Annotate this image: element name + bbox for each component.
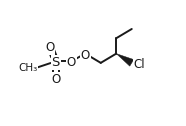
Text: O: O xyxy=(51,73,60,86)
Text: O: O xyxy=(45,41,54,54)
Polygon shape xyxy=(116,54,134,66)
Text: S: S xyxy=(52,56,60,69)
Text: O: O xyxy=(67,56,76,69)
Text: Cl: Cl xyxy=(133,58,145,71)
Text: CH₃: CH₃ xyxy=(18,64,37,73)
Text: O: O xyxy=(81,49,90,62)
